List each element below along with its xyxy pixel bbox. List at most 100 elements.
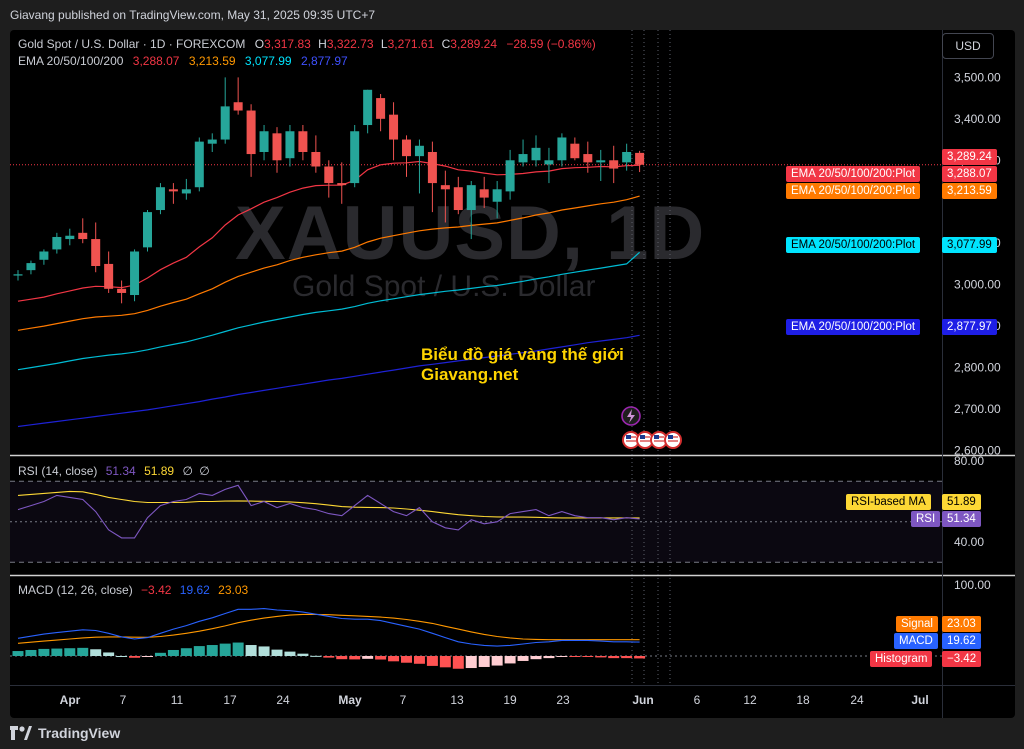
macd-histogram-bar [530, 656, 542, 660]
candle-body [389, 114, 399, 140]
time-tick-label: 12 [743, 693, 757, 707]
price-tick-label: 2,800.00 [954, 361, 1001, 375]
signal-tag-value: 23.03 [942, 616, 981, 632]
macd-histogram-bar [232, 642, 244, 656]
macd-histogram-bar [64, 648, 76, 656]
macd-histogram-bar [452, 656, 464, 669]
annotation-line1: Biểu đồ giá vàng thế giới [421, 345, 624, 364]
ema-line-ema100 [17, 251, 640, 371]
symbol-title: Gold Spot / U.S. Dollar · 1D · FOREXCOM [18, 37, 246, 51]
tradingview-logo-icon [10, 726, 32, 740]
ema100-tag-label: EMA 20/50/100/200:Plot [786, 237, 921, 253]
close-label: C [441, 37, 451, 51]
candle-body [557, 137, 567, 161]
macd-histogram-bar [142, 656, 153, 657]
close-value: 3,289.24 [450, 37, 498, 51]
time-tick-label: Jun [632, 693, 653, 707]
publish-info: Giavang published on TradingView.com, Ma… [10, 8, 376, 22]
candle-body [52, 236, 62, 250]
candle-body [337, 183, 347, 186]
us-flag-event-icon [664, 431, 682, 449]
rsi-value: 51.34 [105, 464, 136, 478]
time-tick-label: 19 [503, 693, 517, 707]
price-tick-label: 2,600.00 [954, 444, 1001, 458]
macd-signal-line [17, 613, 640, 644]
rsi-line [17, 484, 640, 539]
macd-tag-value: 19.62 [942, 633, 981, 649]
ema100-tag-value: 3,077.99 [942, 237, 997, 253]
macd-histogram-bar [129, 656, 141, 658]
macd-histogram-bar [90, 649, 102, 656]
macd-histogram-bar [362, 656, 374, 659]
chart-panel[interactable]: XAUUSD, 1D Gold Spot / U.S. Dollar 3,500… [10, 30, 1015, 718]
histogram-tag-label: Histogram [870, 651, 933, 667]
ema200-tag-value: 2,877.97 [942, 319, 997, 335]
time-tick-label: 17 [223, 693, 237, 707]
candle-body [39, 251, 49, 260]
macd-histogram-bar [426, 656, 438, 666]
flag-ring [664, 431, 682, 449]
ema-legend-label: EMA 20/50/100/200 [18, 54, 124, 68]
candle-body [479, 189, 489, 198]
candle-body [531, 147, 541, 161]
symbol-legend[interactable]: Gold Spot / U.S. Dollar · 1D · FOREXCOM … [18, 37, 596, 51]
candle-body [402, 139, 411, 157]
candle-body [583, 154, 593, 163]
macd-histogram-bar [336, 656, 348, 660]
change-value: −28.59 (−0.86%) [506, 37, 596, 51]
ema-legend[interactable]: EMA 20/50/100/200 3,288.07 3,213.59 3,07… [18, 54, 348, 68]
candle-body [544, 160, 554, 165]
candle-body [570, 143, 580, 159]
flag-canton [640, 435, 645, 439]
price-tick-label: 3,500.00 [954, 70, 1001, 84]
macd-histogram-bar [556, 656, 568, 657]
high-label: H [318, 37, 327, 51]
symbol-name-watermark: Gold Spot / U.S. Dollar [292, 270, 596, 303]
price-tick-label: 3,400.00 [954, 112, 1001, 126]
chart-canvas[interactable]: 3,500.003,400.003,300.003,100.003,000.00… [10, 30, 1015, 718]
ema20-value: 3,288.07 [132, 54, 180, 68]
macd-histogram-bar [25, 649, 37, 656]
macd-legend[interactable]: MACD (12, 26, close) −3.42 19.62 23.03 [18, 583, 248, 597]
rsi-legend[interactable]: RSI (14, close) 51.34 51.89 ∅ ∅ [18, 464, 210, 478]
macd-histogram-bar [284, 651, 296, 656]
time-tick-label: Apr [60, 693, 81, 707]
candle-body [492, 189, 502, 202]
candle-body [181, 189, 191, 194]
macd-histogram-bar [439, 656, 451, 668]
macd-histogram-bar [103, 652, 115, 656]
footer[interactable]: TradingView [10, 722, 120, 744]
high-value: 3,322.73 [326, 37, 374, 51]
macd-histogram-bar [504, 656, 516, 664]
time-tick-label: 23 [556, 693, 570, 707]
ema50-tag-value: 3,213.59 [942, 183, 997, 199]
macd-histogram-bar [77, 647, 89, 656]
rsi-na-2: ∅ [199, 464, 210, 478]
macd-histogram-bar [569, 656, 581, 657]
macd-histogram-bar [595, 656, 607, 658]
candle-body [130, 251, 140, 296]
macd-histogram-bar [206, 645, 218, 656]
candle-body [91, 239, 101, 267]
rsi-ma-tag-label: RSI-based MA [846, 494, 931, 510]
candle-body [505, 160, 515, 192]
histogram-tag-value: −3.42 [942, 651, 982, 667]
macd-histogram-bar [491, 656, 503, 666]
macd-tag-label: MACD [894, 633, 938, 649]
macd-histogram-bar [621, 656, 633, 659]
rsi-na-1: ∅ [182, 464, 193, 478]
time-tick-label: Jul [911, 693, 928, 707]
macd-histogram-bar [349, 656, 361, 660]
candle-body [609, 160, 619, 169]
candle-body [168, 189, 178, 192]
currency-button[interactable]: USD [942, 33, 994, 59]
candle-body [311, 151, 321, 167]
last-price-value: 3,289.24 [947, 151, 992, 163]
candle-body [259, 131, 269, 152]
candle-body [324, 166, 334, 184]
footer-brand: TradingView [38, 725, 121, 741]
lightning-event-icon [621, 406, 641, 426]
macd-histogram-bar [258, 646, 270, 656]
candle-body [78, 232, 88, 240]
candle-body [104, 263, 114, 289]
